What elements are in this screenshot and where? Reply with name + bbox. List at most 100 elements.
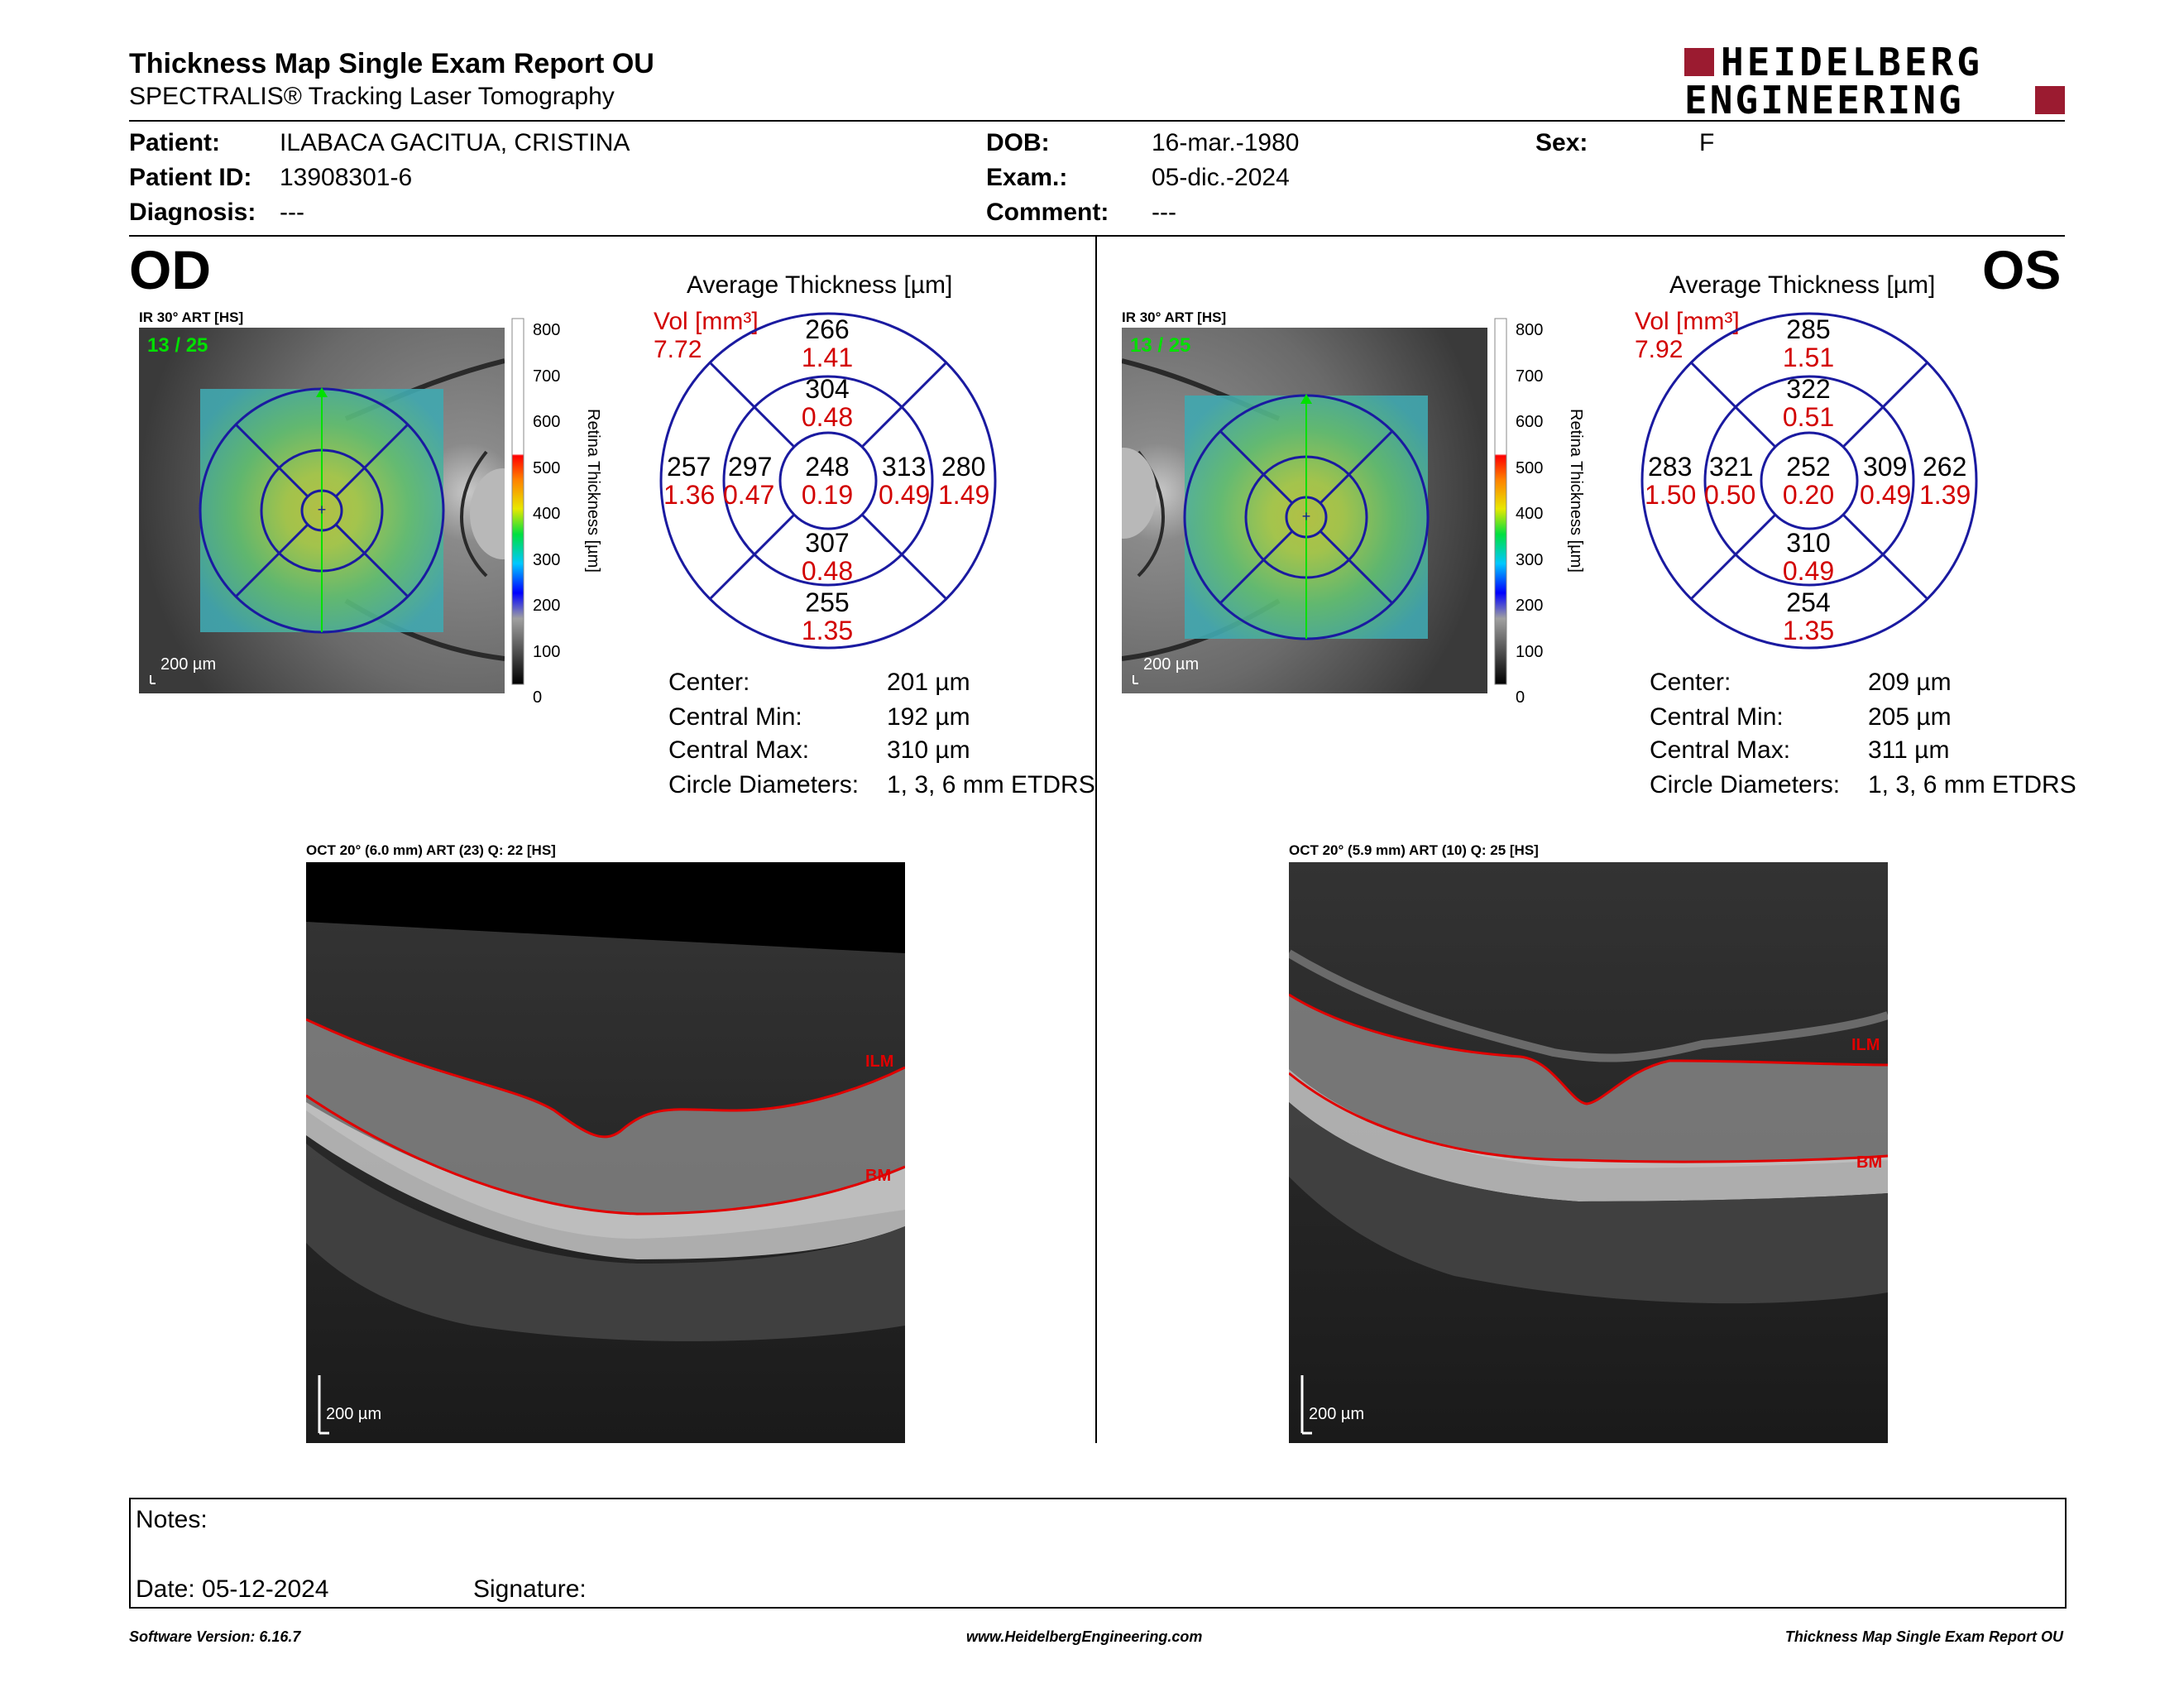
tick-200: 200 xyxy=(533,597,561,615)
os-center-label: Center: xyxy=(1650,669,1731,696)
tick-600: 600 xyxy=(533,413,561,431)
od-inner-bottom: 307 xyxy=(805,528,850,558)
os-center-value: 209 µm xyxy=(1868,669,1952,696)
os-inner-bottom-vol: 0.49 xyxy=(1782,556,1835,586)
od-inner-bottom-vol: 0.48 xyxy=(801,556,854,586)
od-center-value: 201 µm xyxy=(887,669,970,696)
os-outer-bottom-vol: 1.35 xyxy=(1782,616,1835,645)
tick-400: 400 xyxy=(1516,505,1544,523)
signature-label: Signature: xyxy=(473,1575,587,1603)
comment-value: --- xyxy=(1152,199,1176,226)
os-ir-label: IR 30° ART [HS] xyxy=(1122,309,1227,325)
tick-800: 800 xyxy=(1516,321,1544,339)
logo-text-heidelberg: HEIDELBERG xyxy=(1721,40,1983,84)
od-oct-label: OCT 20° (6.0 mm) ART (23) Q: 22 [HS] xyxy=(306,842,556,858)
od-min-value: 192 µm xyxy=(887,703,970,731)
od-chart-title: Average Thickness [µm] xyxy=(687,271,953,299)
diagnosis-label: Diagnosis: xyxy=(129,199,256,226)
od-oct-scale: 200 µm xyxy=(326,1405,382,1423)
tick-700: 700 xyxy=(1516,367,1544,386)
os-max-value: 311 µm xyxy=(1868,736,1950,764)
os-center: 252 xyxy=(1786,452,1831,482)
patient-label: Patient: xyxy=(129,129,221,156)
tick-100: 100 xyxy=(1516,642,1544,661)
od-ilm-label: ILM xyxy=(865,1053,894,1071)
os-oct-bscan: ILM BM 200 µm xyxy=(1289,862,1888,1443)
os-min-label: Central Min: xyxy=(1650,703,1784,731)
os-oct-scale: 200 µm xyxy=(1309,1405,1365,1423)
od-max-value: 310 µm xyxy=(887,736,970,764)
os-etdrs-grid xyxy=(1640,312,1978,650)
od-center: 248 xyxy=(805,452,850,482)
os-vol-label: Vol [mm³] xyxy=(1635,308,1740,335)
tick-100: 100 xyxy=(533,642,561,661)
tick-500: 500 xyxy=(533,458,561,477)
notes-label: Notes: xyxy=(136,1506,208,1533)
od-max-label: Central Max: xyxy=(668,736,810,764)
exam-value: 05-dic.-2024 xyxy=(1152,164,1290,191)
os-inner-right-vol: 0.49 xyxy=(1860,480,1912,510)
od-frame-counter: 13 / 25 xyxy=(147,334,208,357)
od-outer-left-vol: 1.36 xyxy=(663,480,716,510)
patient-name: ILABACA GACITUA, CRISTINA xyxy=(280,129,630,156)
od-vol-value: 7.72 xyxy=(654,336,702,363)
od-vol-label: Vol [mm³] xyxy=(654,308,759,335)
sex-value: F xyxy=(1699,129,1715,156)
os-inner-bottom: 310 xyxy=(1786,528,1831,558)
sex-label: Sex: xyxy=(1535,129,1588,156)
os-outer-left-vol: 1.50 xyxy=(1645,480,1697,510)
od-bm-label: BM xyxy=(865,1167,892,1185)
od-center-label: Center: xyxy=(668,669,750,696)
tick-800: 800 xyxy=(533,321,561,339)
os-inner-left: 321 xyxy=(1709,452,1754,482)
os-outer-bottom: 254 xyxy=(1786,587,1831,617)
os-vol-value: 7.92 xyxy=(1635,336,1684,363)
footer-report-name: Thickness Map Single Exam Report OU xyxy=(1784,1628,2063,1645)
tick-700: 700 xyxy=(533,367,561,386)
od-inner-left: 297 xyxy=(728,452,773,482)
od-inner-top: 304 xyxy=(805,374,850,404)
od-outer-right: 280 xyxy=(941,452,986,482)
os-ilm-label: ILM xyxy=(1851,1036,1880,1054)
os-oct-label: OCT 20° (5.9 mm) ART (10) Q: 25 [HS] xyxy=(1289,842,1539,858)
os-fundus-image: + 13 / 25 200 µm xyxy=(1122,328,1487,693)
tick-200: 200 xyxy=(1516,597,1544,615)
os-outer-right: 262 xyxy=(1923,452,1967,482)
od-outer-right-vol: 1.49 xyxy=(938,480,990,510)
diagnosis-value: --- xyxy=(280,199,304,226)
tick-600: 600 xyxy=(1516,413,1544,431)
od-inner-right: 313 xyxy=(882,452,927,482)
heidelberg-logo: HEIDELBERG ENGINEERING xyxy=(1684,40,2065,122)
od-circ-label: Circle Diameters: xyxy=(668,771,860,798)
website-link[interactable]: www.HeidelbergEngineering.com xyxy=(966,1628,1203,1645)
tick-0: 0 xyxy=(1516,688,1525,707)
tick-0: 0 xyxy=(533,688,543,707)
patient-id-label: Patient ID: xyxy=(129,164,252,191)
svg-text:+: + xyxy=(318,501,327,518)
od-inner-right-vol: 0.49 xyxy=(879,480,931,510)
os-outer-top: 285 xyxy=(1786,314,1831,344)
od-outer-bottom-vol: 1.35 xyxy=(801,616,854,645)
patient-id: 13908301-6 xyxy=(280,164,413,191)
od-colorbar: 800 700 600 500 400 300 200 100 0 Retina… xyxy=(511,318,611,707)
od-inner-left-vol: 0.47 xyxy=(723,480,775,510)
os-outer-top-vol: 1.51 xyxy=(1782,343,1835,372)
os-eye-label: OS xyxy=(1982,239,2062,300)
dob-value: 16-mar.-1980 xyxy=(1152,129,1300,156)
notes-box: Notes: Date: 05-12-2024 Signature: xyxy=(129,1498,2067,1609)
os-outer-right-vol: 1.39 xyxy=(1919,480,1971,510)
od-ir-label: IR 30° ART [HS] xyxy=(139,309,244,325)
os-bm-label: BM xyxy=(1856,1153,1883,1172)
tick-300: 300 xyxy=(1516,550,1544,569)
os-inner-top: 322 xyxy=(1786,374,1831,404)
od-inner-top-vol: 0.48 xyxy=(801,402,854,432)
comment-label: Comment: xyxy=(986,199,1109,226)
os-frame-counter: 13 / 25 xyxy=(1130,334,1191,357)
od-fundus-image: + 13 / 25 200 µm xyxy=(139,328,505,693)
os-chart-title: Average Thickness [µm] xyxy=(1669,271,1936,299)
logo-square-top xyxy=(1684,48,1714,76)
od-outer-left: 257 xyxy=(667,452,711,482)
os-colorbar-ticks: 800 700 600 500 400 300 200 100 0 xyxy=(1516,308,1543,722)
od-outer-top-vol: 1.41 xyxy=(801,343,854,372)
os-inner-top-vol: 0.51 xyxy=(1782,402,1835,432)
